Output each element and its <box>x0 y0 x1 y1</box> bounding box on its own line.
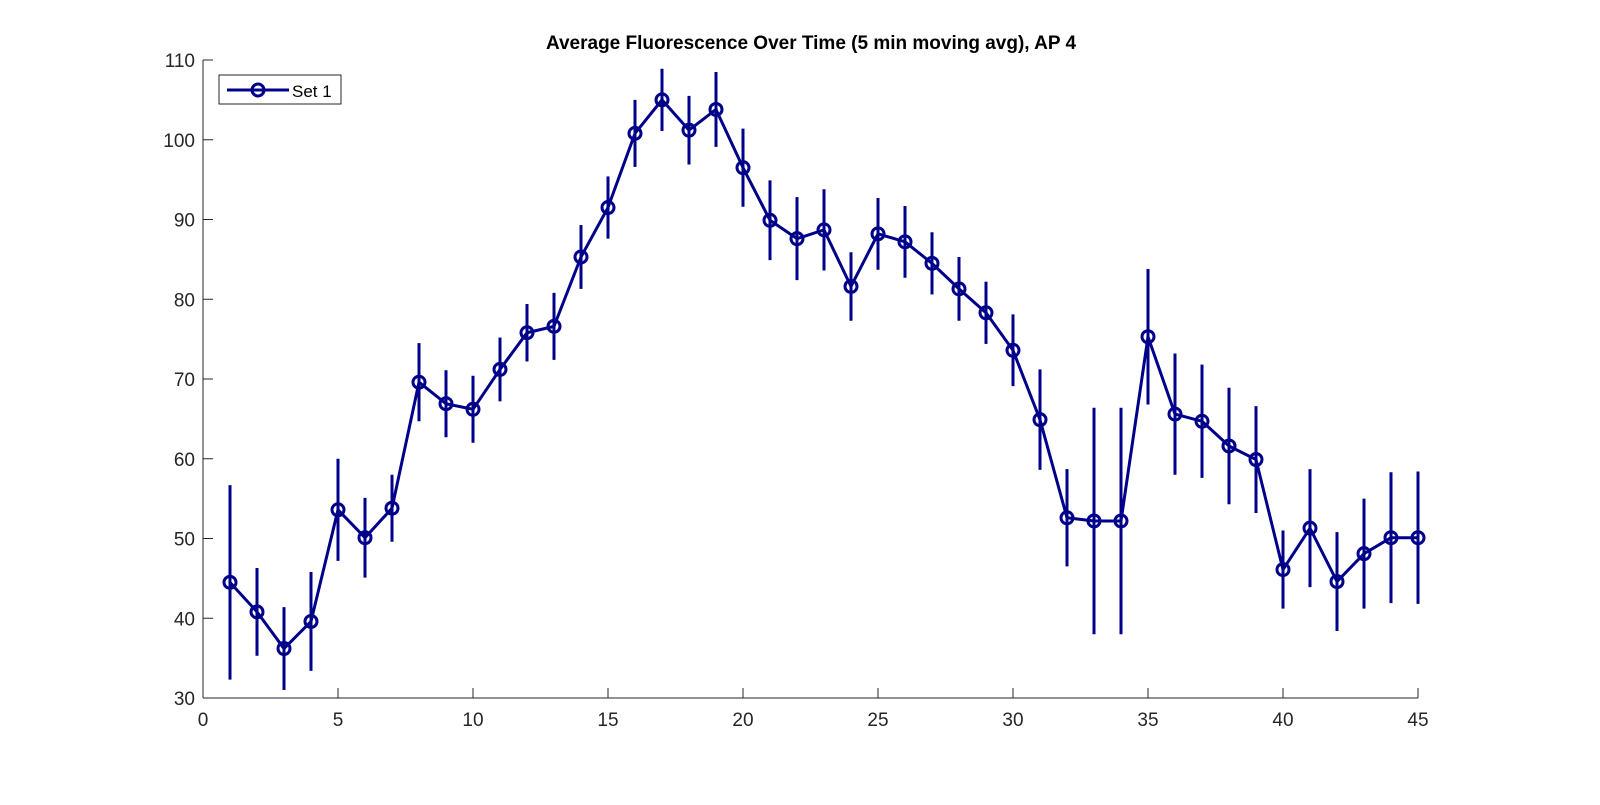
data-point <box>1383 530 1399 546</box>
data-point <box>600 200 616 216</box>
x-tick-label: 30 <box>1002 710 1023 731</box>
data-point <box>816 222 832 238</box>
data-point <box>789 231 805 247</box>
data-point <box>654 92 670 108</box>
data-point <box>762 212 778 228</box>
chart-title: Average Fluorescence Over Time (5 min mo… <box>546 33 1077 54</box>
y-tick-label: 40 <box>174 609 195 630</box>
data-point <box>1356 546 1372 562</box>
y-tick-label: 30 <box>174 689 195 710</box>
data-point <box>978 305 994 321</box>
data-point <box>303 613 319 629</box>
data-point <box>357 530 373 546</box>
data-point <box>1275 562 1291 578</box>
data-point <box>1086 513 1102 529</box>
data-point <box>1167 406 1183 422</box>
data-point <box>843 278 859 294</box>
data-point <box>519 325 535 341</box>
data-point <box>384 500 400 516</box>
x-tick-label: 35 <box>1137 710 1158 731</box>
x-tick-label: 0 <box>198 710 209 731</box>
x-tick-label: 15 <box>597 710 618 731</box>
legend-label: Set 1 <box>292 82 332 101</box>
data-point <box>1302 520 1318 536</box>
data-point <box>708 101 724 117</box>
series-line <box>228 98 1418 651</box>
y-tick-label: 80 <box>174 290 195 311</box>
data-point <box>438 396 454 412</box>
data-point <box>1329 574 1345 590</box>
data-point <box>1410 530 1426 546</box>
data-point <box>1140 329 1156 345</box>
x-tick-label: 40 <box>1272 710 1293 731</box>
y-tick-label: 100 <box>163 131 195 152</box>
data-point <box>546 318 562 334</box>
data-point <box>627 125 643 141</box>
data-point <box>573 249 589 265</box>
data-point <box>222 574 238 590</box>
data-point <box>276 641 292 657</box>
y-tick-label: 90 <box>174 211 195 232</box>
data-point <box>492 361 508 377</box>
data-point <box>897 234 913 250</box>
data-point <box>1221 438 1237 454</box>
data-point <box>1248 452 1264 468</box>
y-tick-label: 60 <box>174 450 195 471</box>
y-tick-label: 70 <box>174 370 195 391</box>
data-point <box>870 226 886 242</box>
x-tick-label: 45 <box>1407 710 1428 731</box>
y-tick-label: 50 <box>174 530 195 551</box>
data-point <box>1194 413 1210 429</box>
x-tick-label: 10 <box>462 710 483 731</box>
data-point <box>681 122 697 138</box>
data-point <box>924 255 940 271</box>
y-tick-label: 110 <box>165 51 195 72</box>
data-point <box>465 401 481 417</box>
data-point <box>411 374 427 390</box>
data-point <box>249 604 265 620</box>
legend-marker <box>250 82 266 98</box>
data-point <box>1059 510 1075 526</box>
data-point <box>1005 342 1021 358</box>
data-point <box>1032 412 1048 428</box>
x-tick-label: 5 <box>333 710 344 731</box>
data-point <box>1113 513 1129 529</box>
x-tick-label: 20 <box>732 710 753 731</box>
data-point <box>735 160 751 176</box>
data-point <box>330 502 346 518</box>
data-point <box>951 281 967 297</box>
x-tick-label: 25 <box>867 710 888 731</box>
